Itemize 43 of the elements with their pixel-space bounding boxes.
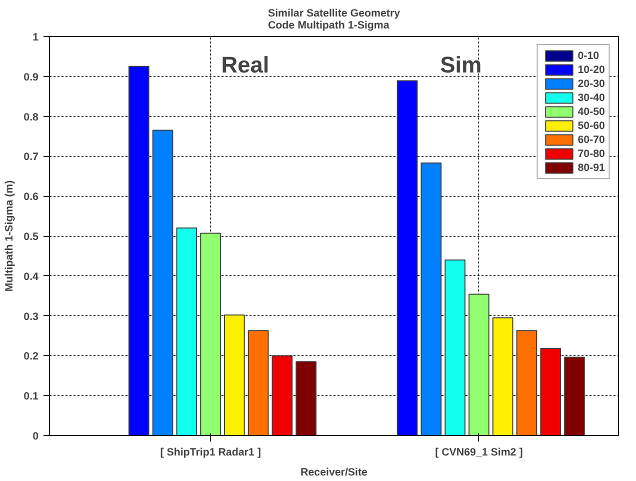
bar xyxy=(224,314,245,436)
bar xyxy=(128,66,150,436)
y-tick-label: 0 xyxy=(32,430,39,442)
x-tick-label: [ ShipTrip1 Radar1 ] xyxy=(160,446,261,458)
legend-label: 80-91 xyxy=(578,161,605,174)
y-tick-label: 0.7 xyxy=(24,151,39,164)
x-axis-title: Receiver/Site xyxy=(300,466,368,478)
x-tick-label: [ CVN69_1 Sim2 ] xyxy=(435,446,523,458)
bar xyxy=(492,317,514,436)
bar xyxy=(468,294,490,436)
bar xyxy=(516,330,538,436)
y-tick-label: 0.4 xyxy=(24,270,39,283)
legend-label: 30-40 xyxy=(578,91,605,104)
annotation: Sim xyxy=(440,51,482,78)
y-axis-title: Multipath 1-Sigma (m) xyxy=(4,180,16,292)
legend-label: 70-80 xyxy=(578,147,605,160)
bar xyxy=(296,361,316,436)
chart-title: Similar Satellite Geometry Code Multipath 1-Sigma xyxy=(268,8,400,32)
legend-label: 60-70 xyxy=(578,133,605,146)
bar xyxy=(200,232,221,436)
y-tick-label: 0.2 xyxy=(24,350,39,363)
bar xyxy=(564,356,585,436)
legend-label: 20-30 xyxy=(578,77,605,90)
y-tick-label: 0.8 xyxy=(24,111,39,124)
legend-label: 40-50 xyxy=(578,105,605,118)
bar xyxy=(444,259,466,436)
y-tick-label: 1 xyxy=(32,32,39,44)
bar xyxy=(540,348,562,436)
bar xyxy=(152,130,174,436)
legend-label: 10-20 xyxy=(578,63,605,76)
annotation: Real xyxy=(221,51,270,78)
bar xyxy=(396,80,418,436)
y-tick-label: 0.6 xyxy=(24,191,39,204)
bar xyxy=(272,355,293,436)
legend-label: 0-10 xyxy=(578,49,600,62)
y-tick-label: 0.1 xyxy=(24,390,39,403)
legend-label: 50-60 xyxy=(578,119,605,132)
y-tick-label: 0.3 xyxy=(24,310,39,323)
bar xyxy=(176,228,198,436)
y-tick-label: 0.5 xyxy=(24,231,39,243)
bar xyxy=(248,330,269,436)
bar xyxy=(420,162,442,436)
y-tick-label: 0.9 xyxy=(24,71,39,84)
